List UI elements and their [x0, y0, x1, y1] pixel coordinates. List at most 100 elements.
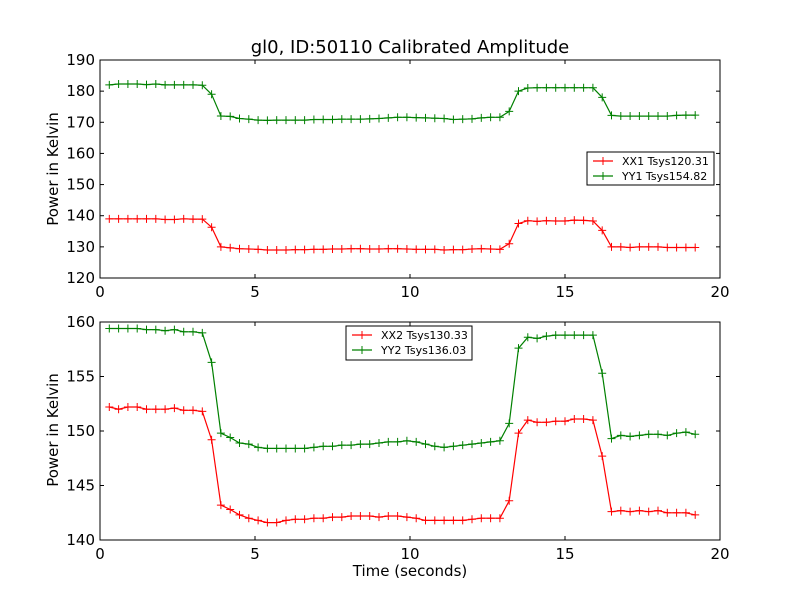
top-series-0-point [663, 243, 672, 252]
top-series-0-point [272, 245, 281, 254]
top-series-1-point [449, 115, 458, 124]
bottom-x-tick-label: 0 [95, 545, 105, 563]
bottom-series-1-point [300, 444, 309, 453]
bottom-series-1-point [644, 430, 653, 439]
top-series-1-point [412, 113, 421, 122]
top-series-0-point [468, 245, 476, 254]
bottom-series-1-point [505, 419, 514, 428]
bottom-series-0-point [486, 514, 495, 523]
bottom-series-0-point [449, 516, 458, 525]
top-y-tick-label: 170 [66, 113, 95, 131]
bottom-series-0-point [598, 452, 607, 461]
bottom-series-1-point [635, 431, 644, 440]
bottom-series-0-point [151, 405, 160, 414]
bottom-series-1-point [161, 326, 170, 335]
bottom-series-1-point [598, 369, 607, 378]
top-series-0-point [263, 245, 272, 254]
top-series-1-point [654, 112, 662, 121]
bottom-series-1-point [681, 428, 690, 437]
bottom-series-0-point [105, 403, 114, 412]
top-series-1-point [691, 111, 700, 120]
bottom-series-0-point [542, 418, 551, 427]
top-series-1-point [133, 79, 142, 88]
bottom-series-1-point [170, 325, 179, 334]
top-series-0-point [179, 214, 188, 223]
top-series-1-point [514, 87, 523, 96]
bottom-legend-marker-1 [358, 346, 366, 354]
bottom-series-1-point [495, 436, 504, 445]
bottom-series-0-point [430, 516, 439, 525]
bottom-series-0-point [477, 514, 486, 523]
top-series-0-point [309, 245, 318, 254]
bottom-series-0-point [570, 415, 579, 424]
bottom-series-1-point [235, 438, 244, 447]
top-series-0-point [523, 216, 532, 225]
top-series-0-point [244, 245, 253, 254]
top-series-0-point [430, 245, 439, 254]
bottom-series-1-point [375, 438, 383, 447]
top-series-0-point [458, 245, 467, 254]
top-legend-label-0: XX1 Tsys120.31 [622, 155, 709, 168]
top-series-1-point [161, 80, 170, 89]
top-y-tick-label: 190 [66, 51, 95, 69]
bottom-x-tick-label: 10 [400, 545, 419, 563]
bottom-series-1-point [402, 436, 411, 445]
top-series-0-point [337, 245, 346, 254]
top-series-0-point [616, 242, 625, 251]
top-series-1-point [309, 115, 318, 124]
top-series-1-point [477, 113, 486, 122]
bottom-series-0-point [551, 417, 560, 426]
top-series-0-point [561, 217, 569, 226]
top-series-1-point [588, 83, 597, 92]
bottom-series-0-point [226, 505, 235, 514]
bottom-series-1-point [207, 358, 216, 367]
top-series-1-point [244, 115, 253, 124]
bottom-x-tick-label: 20 [710, 545, 729, 563]
bottom-series-0-point [393, 512, 402, 521]
bottom-series-0-point [263, 518, 272, 527]
bottom-y-tick-label: 145 [66, 477, 95, 495]
bottom-series-0-point [123, 403, 132, 412]
bottom-series-0-point [402, 513, 411, 522]
bottom-series-1-point [691, 430, 700, 439]
top-series-0-point [570, 216, 579, 225]
bottom-series-1-point [672, 429, 681, 438]
bottom-series-0-point [365, 512, 374, 521]
top-series-line-1 [109, 83, 696, 122]
bottom-series-0-point [244, 514, 253, 523]
top-y-tick-label: 180 [66, 82, 95, 100]
top-series-1-point [319, 115, 328, 124]
bottom-series-1-point [533, 334, 542, 343]
bottom-series-0-point [170, 404, 179, 413]
bottom-series-0-point [272, 518, 281, 527]
bottom-series-1-point [114, 324, 123, 333]
top-series-0-point [495, 245, 504, 254]
top-x-tick-label: 5 [250, 283, 260, 301]
top-series-0-point [635, 242, 644, 251]
top-series-1-point [421, 113, 430, 122]
top-series-1-point [561, 83, 569, 92]
top-series-1-point [542, 83, 551, 92]
top-series-0-point [235, 244, 244, 253]
bottom-series-0-point [644, 507, 653, 516]
bottom-series-1-point [151, 325, 160, 334]
top-series-1-point [254, 116, 263, 125]
top-series-1-point [495, 113, 504, 122]
bottom-x-tick-label: 5 [250, 545, 260, 563]
bottom-series-0-point [495, 514, 504, 523]
bottom-series-0-point [421, 516, 430, 525]
top-series-1-point [282, 116, 290, 125]
bottom-series-1-point [142, 325, 151, 334]
top-series-1-point [607, 111, 616, 120]
bottom-series-1-point [272, 444, 281, 453]
top-series-0-point [123, 214, 132, 223]
top-series-0-point [375, 245, 383, 254]
top-legend-label-1: YY1 Tsys154.82 [621, 170, 707, 183]
top-series-1-point [189, 80, 197, 89]
top-series-1-point [384, 113, 393, 122]
top-series-1-point [114, 79, 123, 88]
top-series-0-point [300, 245, 309, 254]
bottom-series-1-point [189, 327, 197, 336]
top-series-1-point [337, 115, 346, 124]
top-series-0-point [319, 245, 328, 254]
